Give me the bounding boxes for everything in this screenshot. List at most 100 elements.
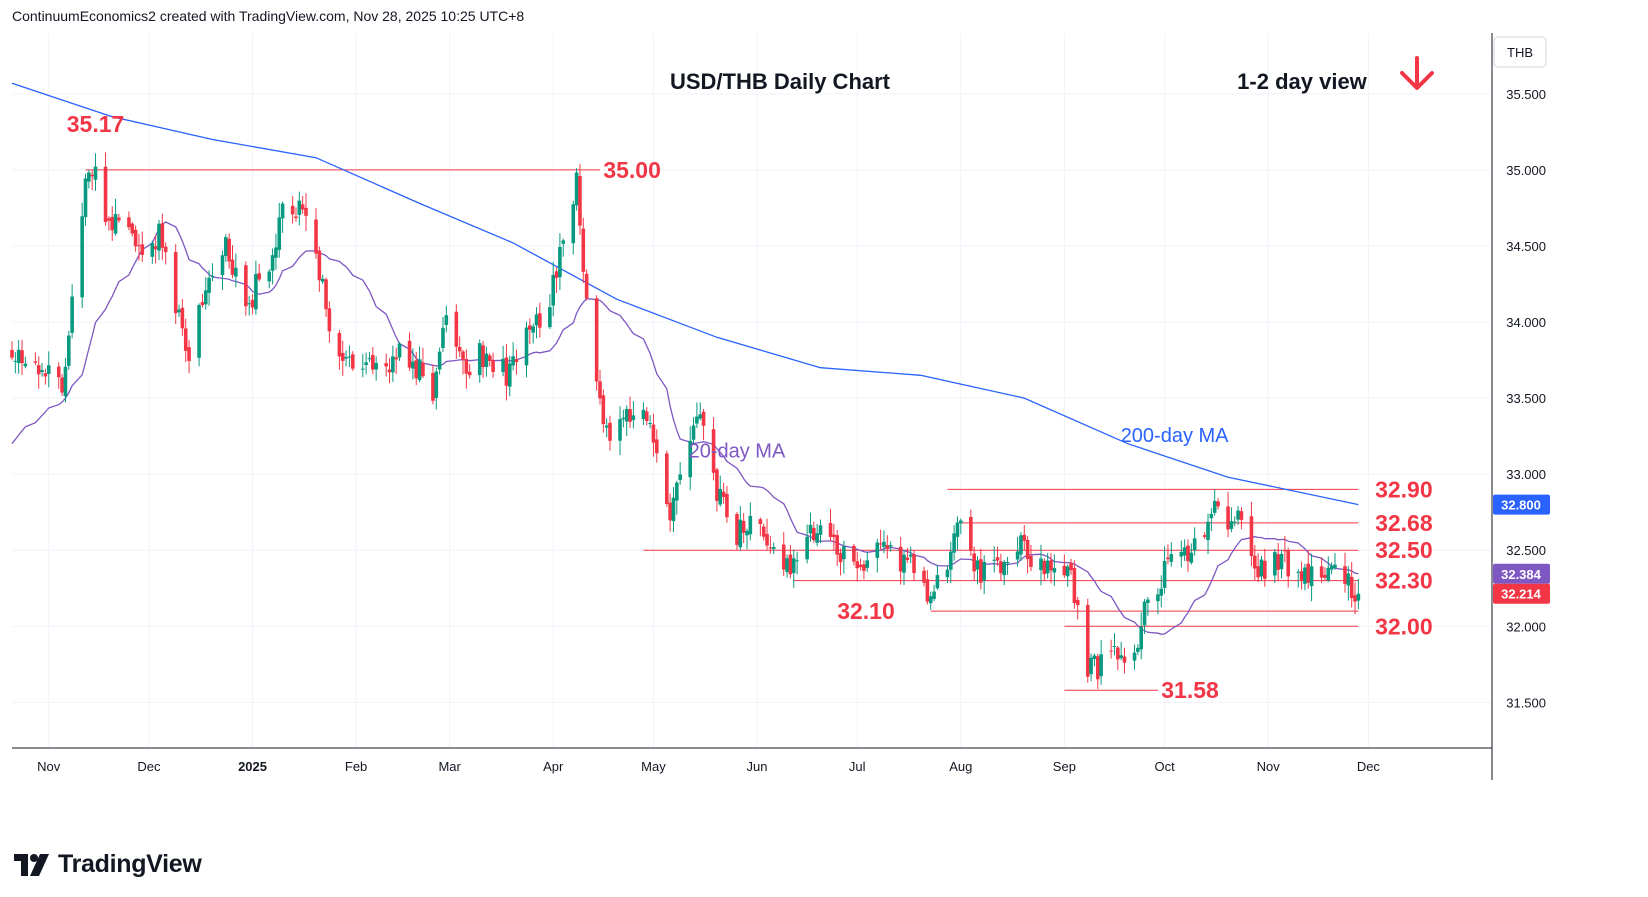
candle-body	[1202, 535, 1207, 537]
candle-body	[347, 356, 352, 358]
candle-body	[922, 570, 926, 583]
candle-body	[1226, 506, 1230, 530]
candle-body	[294, 216, 298, 219]
candle-body	[83, 178, 88, 218]
candle-body	[771, 547, 776, 550]
candle-body	[1296, 571, 1301, 573]
candle-body	[621, 417, 626, 420]
candle-body	[608, 422, 612, 441]
time-axis[interactable]: Nov Dec 2025 Feb Mar Apr May Jun Jul Aug Sep Oct Nov…	[37, 759, 1380, 774]
candle-body	[1216, 501, 1220, 507]
candle-body	[972, 553, 976, 572]
candle-body	[558, 247, 562, 278]
candle-body	[1299, 571, 1304, 581]
candle-body	[431, 373, 435, 401]
candle-body	[628, 409, 632, 422]
candle-body	[320, 278, 325, 282]
candle-body	[1132, 652, 1137, 661]
level-label: 32.00	[1375, 613, 1433, 639]
candle-body	[1303, 567, 1307, 584]
candle-body	[234, 267, 238, 277]
candle-body	[140, 244, 145, 255]
candle-body	[391, 356, 395, 373]
candle-body	[1186, 545, 1190, 562]
candle-body	[902, 554, 906, 573]
candle-body	[925, 579, 930, 602]
candle-body	[173, 252, 178, 314]
candle-body	[858, 564, 863, 568]
price-axis[interactable]: 31.500 32.000 32.500 33.000 33.500 34.000 34.5…	[1493, 87, 1550, 711]
candle-body	[952, 533, 956, 553]
candle-body	[992, 559, 997, 561]
candle-body	[1249, 516, 1254, 556]
candle-body	[935, 575, 940, 589]
candle-body	[244, 265, 248, 307]
candle-body	[437, 351, 442, 370]
candle-body	[227, 238, 231, 262]
tradingview-logo[interactable]: TradingView	[14, 850, 202, 879]
candle-body	[788, 554, 793, 575]
candle-body	[1206, 521, 1210, 541]
candle-body	[1072, 568, 1077, 603]
candle-body	[177, 309, 181, 313]
candle-body	[1259, 559, 1264, 577]
plot-area[interactable]	[12, 33, 1492, 748]
candle-body	[711, 429, 716, 473]
candle-body	[975, 560, 980, 570]
candle-body	[654, 439, 659, 454]
x-tick-label: Apr	[543, 759, 564, 774]
candle-body	[718, 488, 723, 505]
candle-body	[982, 561, 986, 581]
ma200-line	[11, 82, 1359, 506]
candle-body	[1002, 561, 1007, 576]
x-tick-label: Nov	[37, 759, 61, 774]
ma200-group	[11, 82, 1359, 506]
tradingview-brand: TradingView	[58, 850, 202, 878]
candle-body	[444, 315, 449, 325]
candle-body	[247, 303, 252, 305]
candle-body	[290, 205, 295, 215]
candle-body	[882, 541, 886, 548]
candle-body	[417, 359, 422, 381]
candle-body	[314, 219, 318, 254]
x-tick-label: Jul	[849, 759, 866, 774]
candle-body	[454, 311, 459, 347]
candle-body	[601, 395, 606, 425]
candle-body	[56, 366, 61, 378]
candle-body	[1139, 626, 1144, 650]
candle-body	[624, 408, 629, 422]
candle-body	[761, 526, 766, 537]
candle-body	[1099, 654, 1103, 677]
candle-body	[618, 419, 622, 441]
candle-body	[678, 474, 682, 480]
candle-body	[220, 255, 225, 276]
candle-body	[979, 559, 983, 583]
candle-body	[1025, 539, 1030, 559]
candle-body	[1015, 551, 1020, 560]
candle-body	[504, 357, 509, 386]
candle-body	[203, 290, 208, 305]
x-tick-label: Feb	[345, 759, 367, 774]
candle-body	[1092, 655, 1097, 659]
candle-body	[648, 423, 652, 425]
x-tick-label: Mar	[438, 759, 461, 774]
x-tick-label: Nov	[1257, 759, 1281, 774]
annotation-label: 200-day MA	[1121, 425, 1229, 447]
candle-body	[1039, 558, 1043, 571]
candle-body	[561, 240, 566, 244]
candle-body	[878, 543, 883, 545]
candle-body	[133, 229, 138, 247]
candle-body	[340, 352, 345, 361]
candle-body	[257, 273, 262, 280]
candle-body	[1169, 554, 1174, 562]
x-tick-label: Oct	[1154, 759, 1175, 774]
candle-body	[210, 275, 215, 277]
chart-title: USD/THB Daily Chart	[670, 69, 891, 94]
candle-body	[127, 217, 131, 228]
candle-body	[364, 362, 368, 366]
candle-body	[467, 371, 472, 376]
candle-body	[1279, 553, 1284, 570]
currency-box[interactable]	[1493, 36, 1547, 68]
candle-body	[207, 277, 211, 293]
